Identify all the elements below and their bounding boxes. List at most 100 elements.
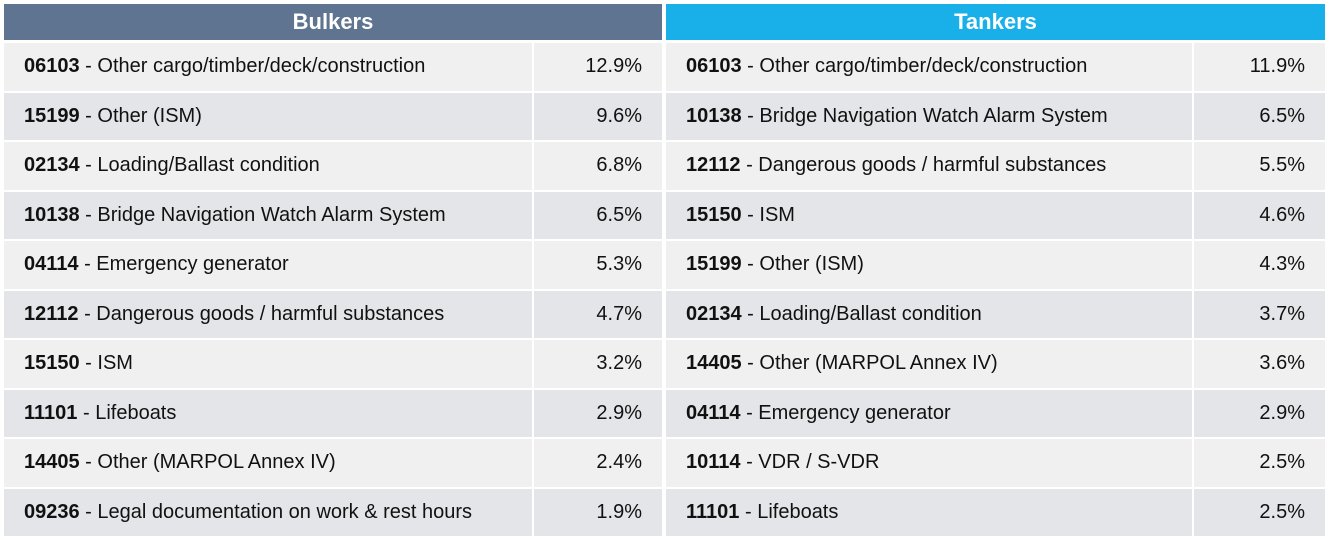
deficiency-description: - Dangerous goods / harmful substances bbox=[78, 302, 445, 325]
percentage-cell: 5.5% bbox=[1194, 142, 1325, 190]
deficiency-description: - Lifeboats bbox=[77, 401, 177, 424]
table-row: 15199 - Other (ISM) 4.3% bbox=[666, 241, 1325, 291]
deficiency-description: - Loading/Ballast condition bbox=[79, 154, 320, 177]
deficiency-description: - Emergency generator bbox=[78, 253, 289, 276]
item-cell: 12112 - Dangerous goods / harmful substa… bbox=[666, 142, 1194, 190]
deficiency-description: - Legal documentation on work & rest hou… bbox=[79, 500, 473, 523]
percentage-cell: 2.4% bbox=[534, 439, 662, 487]
item-cell: 11101 - Lifeboats bbox=[4, 389, 534, 437]
deficiency-code: 15150 bbox=[686, 203, 742, 226]
table-row: 15150 - ISM 4.6% bbox=[666, 191, 1325, 241]
percentage-cell: 6.5% bbox=[1194, 92, 1325, 140]
table-row: 04114 - Emergency generator 2.9% bbox=[666, 389, 1325, 439]
table-row: 04114 - Emergency generator 5.3% bbox=[4, 241, 662, 291]
percentage-cell: 11.9% bbox=[1194, 43, 1325, 91]
deficiency-code: 10138 bbox=[686, 104, 742, 127]
item-cell: 15199 - Other (ISM) bbox=[4, 92, 534, 140]
table-row: 02134 - Loading/Ballast condition 6.8% bbox=[4, 142, 662, 192]
percentage-cell: 5.3% bbox=[534, 241, 662, 289]
item-cell: 11101 - Lifeboats bbox=[666, 488, 1194, 536]
deficiency-code: 15150 bbox=[24, 352, 80, 375]
deficiency-description: - Other cargo/timber/deck/construction bbox=[741, 55, 1088, 78]
percentage-cell: 4.7% bbox=[534, 290, 662, 338]
deficiency-code: 06103 bbox=[686, 55, 742, 78]
deficiency-description: - Loading/Ballast condition bbox=[741, 302, 982, 325]
deficiency-code: 12112 bbox=[24, 302, 79, 325]
item-cell: 14405 - Other (MARPOL Annex IV) bbox=[666, 340, 1194, 388]
item-cell: 14405 - Other (MARPOL Annex IV) bbox=[4, 439, 534, 487]
deficiency-code: 04114 bbox=[24, 253, 79, 276]
bulkers-rows: 06103 - Other cargo/timber/deck/construc… bbox=[4, 43, 662, 538]
deficiency-description: - ISM bbox=[79, 352, 133, 375]
item-cell: 10114 - VDR / S-VDR bbox=[666, 439, 1194, 487]
deficiency-description: - ISM bbox=[741, 203, 795, 226]
deficiency-description: - Bridge Navigation Watch Alarm System bbox=[741, 104, 1108, 127]
percentage-cell: 4.6% bbox=[1194, 191, 1325, 239]
percentage-cell: 3.7% bbox=[1194, 290, 1325, 338]
deficiency-description: - Other (ISM) bbox=[741, 253, 864, 276]
table-row: 11101 - Lifeboats 2.9% bbox=[4, 389, 662, 439]
percentage-cell: 3.2% bbox=[534, 340, 662, 388]
deficiency-code: 11101 bbox=[24, 401, 78, 424]
bulkers-header: Bulkers bbox=[4, 4, 662, 43]
item-cell: 06103 - Other cargo/timber/deck/construc… bbox=[666, 43, 1194, 91]
item-cell: 02134 - Loading/Ballast condition bbox=[4, 142, 534, 190]
deficiency-description: - Other (MARPOL Annex IV) bbox=[79, 451, 336, 474]
table-row: 14405 - Other (MARPOL Annex IV) 3.6% bbox=[666, 340, 1325, 390]
table-row: 09236 - Legal documentation on work & re… bbox=[4, 488, 662, 538]
table-row: 10138 - Bridge Navigation Watch Alarm Sy… bbox=[666, 92, 1325, 142]
item-cell: 06103 - Other cargo/timber/deck/construc… bbox=[4, 43, 534, 91]
table-row: 14405 - Other (MARPOL Annex IV) 2.4% bbox=[4, 439, 662, 489]
item-cell: 12112 - Dangerous goods / harmful substa… bbox=[4, 290, 534, 338]
item-cell: 15150 - ISM bbox=[4, 340, 534, 388]
table-row: 06103 - Other cargo/timber/deck/construc… bbox=[666, 43, 1325, 93]
deficiency-code: 02134 bbox=[686, 302, 742, 325]
table-row: 12112 - Dangerous goods / harmful substa… bbox=[4, 290, 662, 340]
item-cell: 04114 - Emergency generator bbox=[4, 241, 534, 289]
percentage-cell: 9.6% bbox=[534, 92, 662, 140]
percentage-cell: 6.8% bbox=[534, 142, 662, 190]
item-cell: 10138 - Bridge Navigation Watch Alarm Sy… bbox=[4, 191, 534, 239]
deficiency-code: 09236 bbox=[24, 500, 80, 523]
tankers-rows: 06103 - Other cargo/timber/deck/construc… bbox=[666, 43, 1325, 538]
table-row: 10138 - Bridge Navigation Watch Alarm Sy… bbox=[4, 191, 662, 241]
percentage-cell: 1.9% bbox=[534, 488, 662, 536]
deficiency-code: 10138 bbox=[24, 203, 80, 226]
deficiency-code: 10114 bbox=[686, 451, 741, 474]
tankers-table: Tankers 06103 - Other cargo/timber/deck/… bbox=[666, 4, 1325, 538]
table-row: 12112 - Dangerous goods / harmful substa… bbox=[666, 142, 1325, 192]
percentage-cell: 2.5% bbox=[1194, 488, 1325, 536]
deficiency-description: - Emergency generator bbox=[740, 401, 951, 424]
deficiency-code: 15199 bbox=[686, 253, 742, 276]
item-cell: 04114 - Emergency generator bbox=[666, 389, 1194, 437]
deficiency-description: - Other (MARPOL Annex IV) bbox=[741, 352, 998, 375]
percentage-cell: 12.9% bbox=[534, 43, 662, 91]
deficiency-description: - Dangerous goods / harmful substances bbox=[740, 154, 1107, 177]
tankers-header: Tankers bbox=[666, 4, 1325, 43]
table-row: 10114 - VDR / S-VDR 2.5% bbox=[666, 439, 1325, 489]
deficiency-code: 12112 bbox=[686, 154, 741, 177]
percentage-cell: 2.9% bbox=[534, 389, 662, 437]
table-row: 06103 - Other cargo/timber/deck/construc… bbox=[4, 43, 662, 93]
percentage-cell: 3.6% bbox=[1194, 340, 1325, 388]
table-row: 02134 - Loading/Ballast condition 3.7% bbox=[666, 290, 1325, 340]
item-cell: 10138 - Bridge Navigation Watch Alarm Sy… bbox=[666, 92, 1194, 140]
table-row: 15150 - ISM 3.2% bbox=[4, 340, 662, 390]
table-row: 15199 - Other (ISM) 9.6% bbox=[4, 92, 662, 142]
deficiency-description: - VDR / S-VDR bbox=[740, 451, 880, 474]
item-cell: 15199 - Other (ISM) bbox=[666, 241, 1194, 289]
deficiency-code: 11101 bbox=[686, 500, 740, 523]
deficiency-code: 06103 bbox=[24, 55, 80, 78]
percentage-cell: 4.3% bbox=[1194, 241, 1325, 289]
deficiency-description: - Other cargo/timber/deck/construction bbox=[79, 55, 426, 78]
bulkers-table: Bulkers 06103 - Other cargo/timber/deck/… bbox=[4, 4, 662, 538]
deficiency-code: 02134 bbox=[24, 154, 80, 177]
item-cell: 09236 - Legal documentation on work & re… bbox=[4, 488, 534, 536]
percentage-cell: 2.9% bbox=[1194, 389, 1325, 437]
table-row: 11101 - Lifeboats 2.5% bbox=[666, 488, 1325, 538]
deficiency-code: 04114 bbox=[686, 401, 741, 424]
deficiency-code: 14405 bbox=[686, 352, 742, 375]
deficiency-code: 14405 bbox=[24, 451, 80, 474]
deficiency-description: - Other (ISM) bbox=[79, 104, 202, 127]
